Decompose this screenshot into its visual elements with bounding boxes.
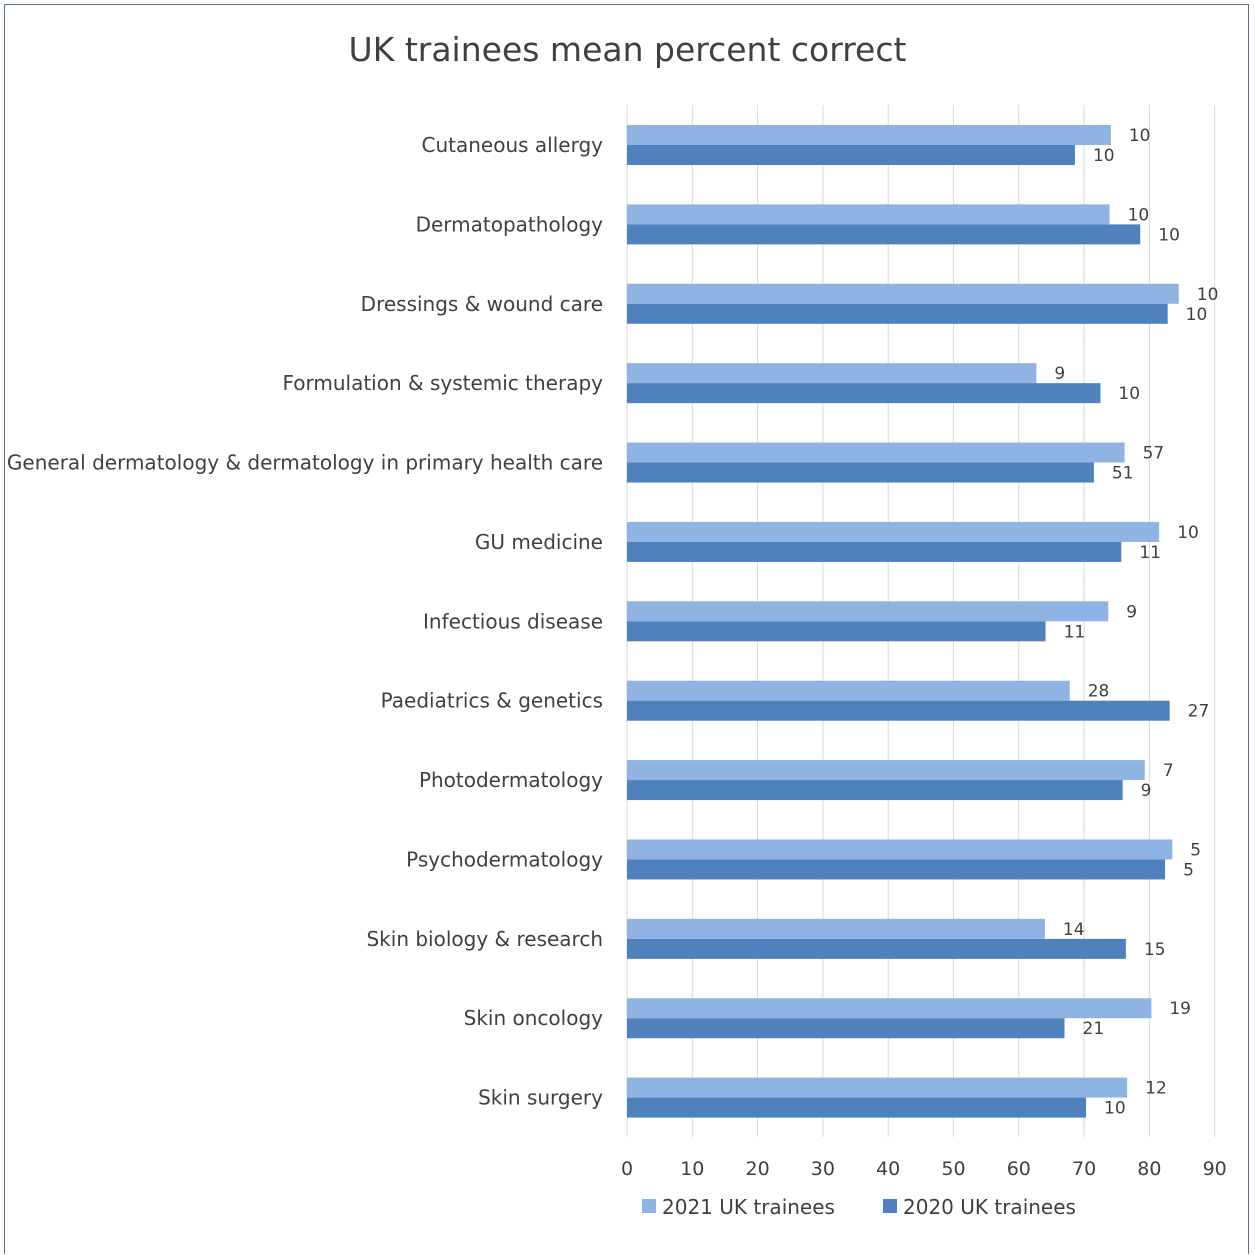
data-label: 10	[1197, 285, 1219, 305]
bar	[627, 918, 1045, 939]
bar	[627, 283, 1179, 304]
data-label: 10	[1093, 146, 1115, 166]
category-label: Skin biology & research	[366, 927, 603, 951]
x-tick-label: 40	[876, 1158, 900, 1180]
chart-title: UK trainees mean percent correct	[348, 30, 907, 69]
bar	[627, 859, 1166, 880]
bar	[627, 383, 1101, 404]
category-label: Paediatrics & genetics	[381, 689, 603, 713]
bar	[627, 125, 1111, 145]
category-label: Cutaneous allergy	[422, 133, 604, 157]
x-tick-label: 50	[941, 1158, 965, 1180]
bar	[627, 998, 1152, 1019]
data-label: 10	[1104, 1099, 1126, 1119]
bar	[627, 363, 1037, 384]
data-label: 19	[1169, 999, 1191, 1019]
legend-swatch	[883, 1199, 897, 1213]
data-label: 21	[1083, 1019, 1105, 1039]
bar	[627, 521, 1160, 542]
bar	[627, 303, 1168, 324]
data-label: 9	[1141, 781, 1152, 801]
data-label: 51	[1112, 464, 1134, 484]
data-label: 10	[1129, 126, 1151, 146]
bar	[627, 442, 1125, 463]
data-label: 27	[1188, 702, 1210, 722]
legend-swatch	[642, 1199, 656, 1213]
category-label: Skin oncology	[464, 1006, 604, 1030]
x-tick-label: 80	[1137, 1158, 1161, 1180]
bar	[627, 145, 1075, 165]
x-tick-label: 20	[746, 1158, 770, 1180]
category-label: Infectious disease	[423, 609, 603, 633]
bar	[627, 780, 1123, 801]
legend-label: 2020 UK trainees	[903, 1195, 1076, 1219]
category-label: General dermatology & dermatology in pri…	[7, 451, 603, 475]
bar	[627, 462, 1094, 483]
category-label: Dressings & wound care	[361, 292, 603, 316]
data-label: 10	[1177, 523, 1199, 543]
bar	[627, 1097, 1087, 1118]
bar	[627, 1018, 1065, 1039]
legend-label: 2021 UK trainees	[662, 1195, 835, 1219]
data-label: 14	[1063, 920, 1085, 940]
bar	[627, 621, 1046, 642]
data-label: 5	[1183, 860, 1194, 880]
x-tick-label: 0	[621, 1158, 633, 1180]
data-label: 10	[1158, 225, 1180, 245]
bar	[627, 938, 1126, 959]
bar	[627, 700, 1170, 721]
x-tick-label: 90	[1203, 1158, 1227, 1180]
category-label: Psychodermatology	[406, 847, 603, 871]
data-label: 15	[1144, 940, 1166, 960]
data-label: 57	[1143, 444, 1165, 464]
data-label: 10	[1186, 305, 1208, 325]
data-label: 7	[1163, 761, 1174, 781]
data-label: 9	[1126, 602, 1137, 622]
bar	[627, 601, 1109, 622]
x-tick-label: 10	[680, 1158, 704, 1180]
data-label: 10	[1128, 205, 1150, 225]
bar	[627, 1077, 1128, 1098]
category-label: Dermatopathology	[416, 212, 604, 236]
x-tick-label: 60	[1007, 1158, 1031, 1180]
data-label: 11	[1064, 622, 1086, 642]
category-label: Formulation & systemic therapy	[282, 371, 603, 395]
data-label: 11	[1139, 543, 1161, 563]
data-label: 5	[1190, 840, 1201, 860]
x-tick-label: 30	[811, 1158, 835, 1180]
data-label: 28	[1088, 682, 1110, 702]
data-label: 9	[1054, 364, 1065, 384]
bar	[627, 541, 1122, 562]
bar	[627, 680, 1070, 701]
bar	[627, 204, 1110, 225]
bar	[627, 224, 1141, 245]
x-tick-label: 70	[1072, 1158, 1096, 1180]
category-label: Skin surgery	[478, 1086, 603, 1110]
data-label: 10	[1118, 384, 1140, 404]
category-label: Photodermatology	[419, 768, 603, 792]
data-label: 12	[1145, 1079, 1167, 1099]
category-label: GU medicine	[475, 530, 603, 554]
bar	[627, 760, 1145, 781]
bar	[627, 839, 1173, 860]
